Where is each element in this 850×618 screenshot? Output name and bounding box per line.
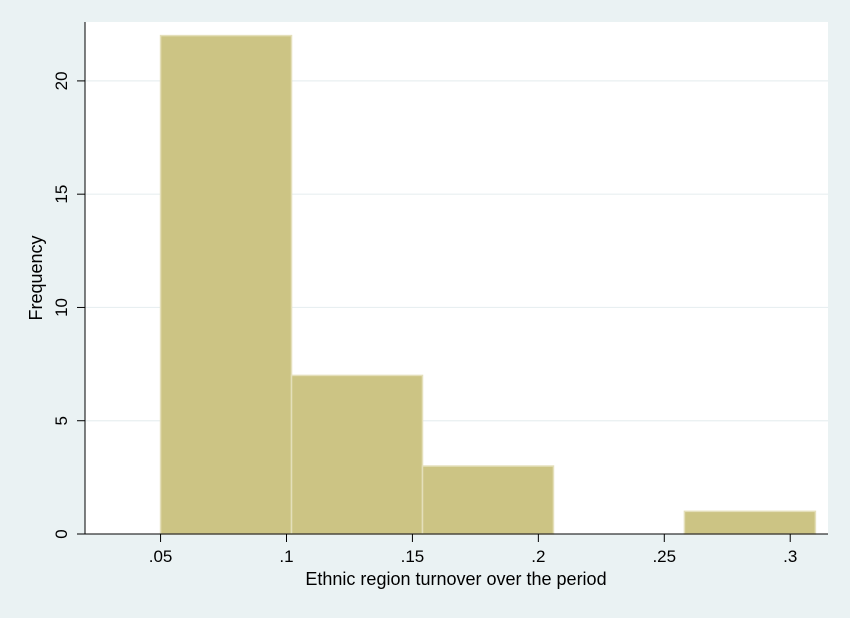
histogram-bar xyxy=(159,34,293,535)
x-tick-label: .1 xyxy=(279,547,293,566)
x-axis-ticks: .05 .1 .15 .2 .25 .3 xyxy=(149,534,797,566)
y-tick-label: 0 xyxy=(52,529,71,538)
y-tick-label: 20 xyxy=(52,71,71,90)
y-axis-title: Frequency xyxy=(26,235,46,320)
y-axis-ticks: 0 5 10 15 20 xyxy=(52,71,85,539)
histogram-bar xyxy=(290,374,424,535)
x-tick-label: .3 xyxy=(783,547,797,566)
y-tick-label: 15 xyxy=(52,185,71,204)
x-tick-label: .2 xyxy=(531,547,545,566)
histogram-bar xyxy=(683,510,817,535)
y-tick-label: 10 xyxy=(52,298,71,317)
x-tick-label: .05 xyxy=(149,547,173,566)
x-tick-label: .25 xyxy=(652,547,676,566)
x-axis-title: Ethnic region turnover over the period xyxy=(305,569,606,589)
x-tick-label: .15 xyxy=(401,547,425,566)
y-tick-label: 5 xyxy=(52,416,71,425)
histogram-bar xyxy=(421,465,555,535)
